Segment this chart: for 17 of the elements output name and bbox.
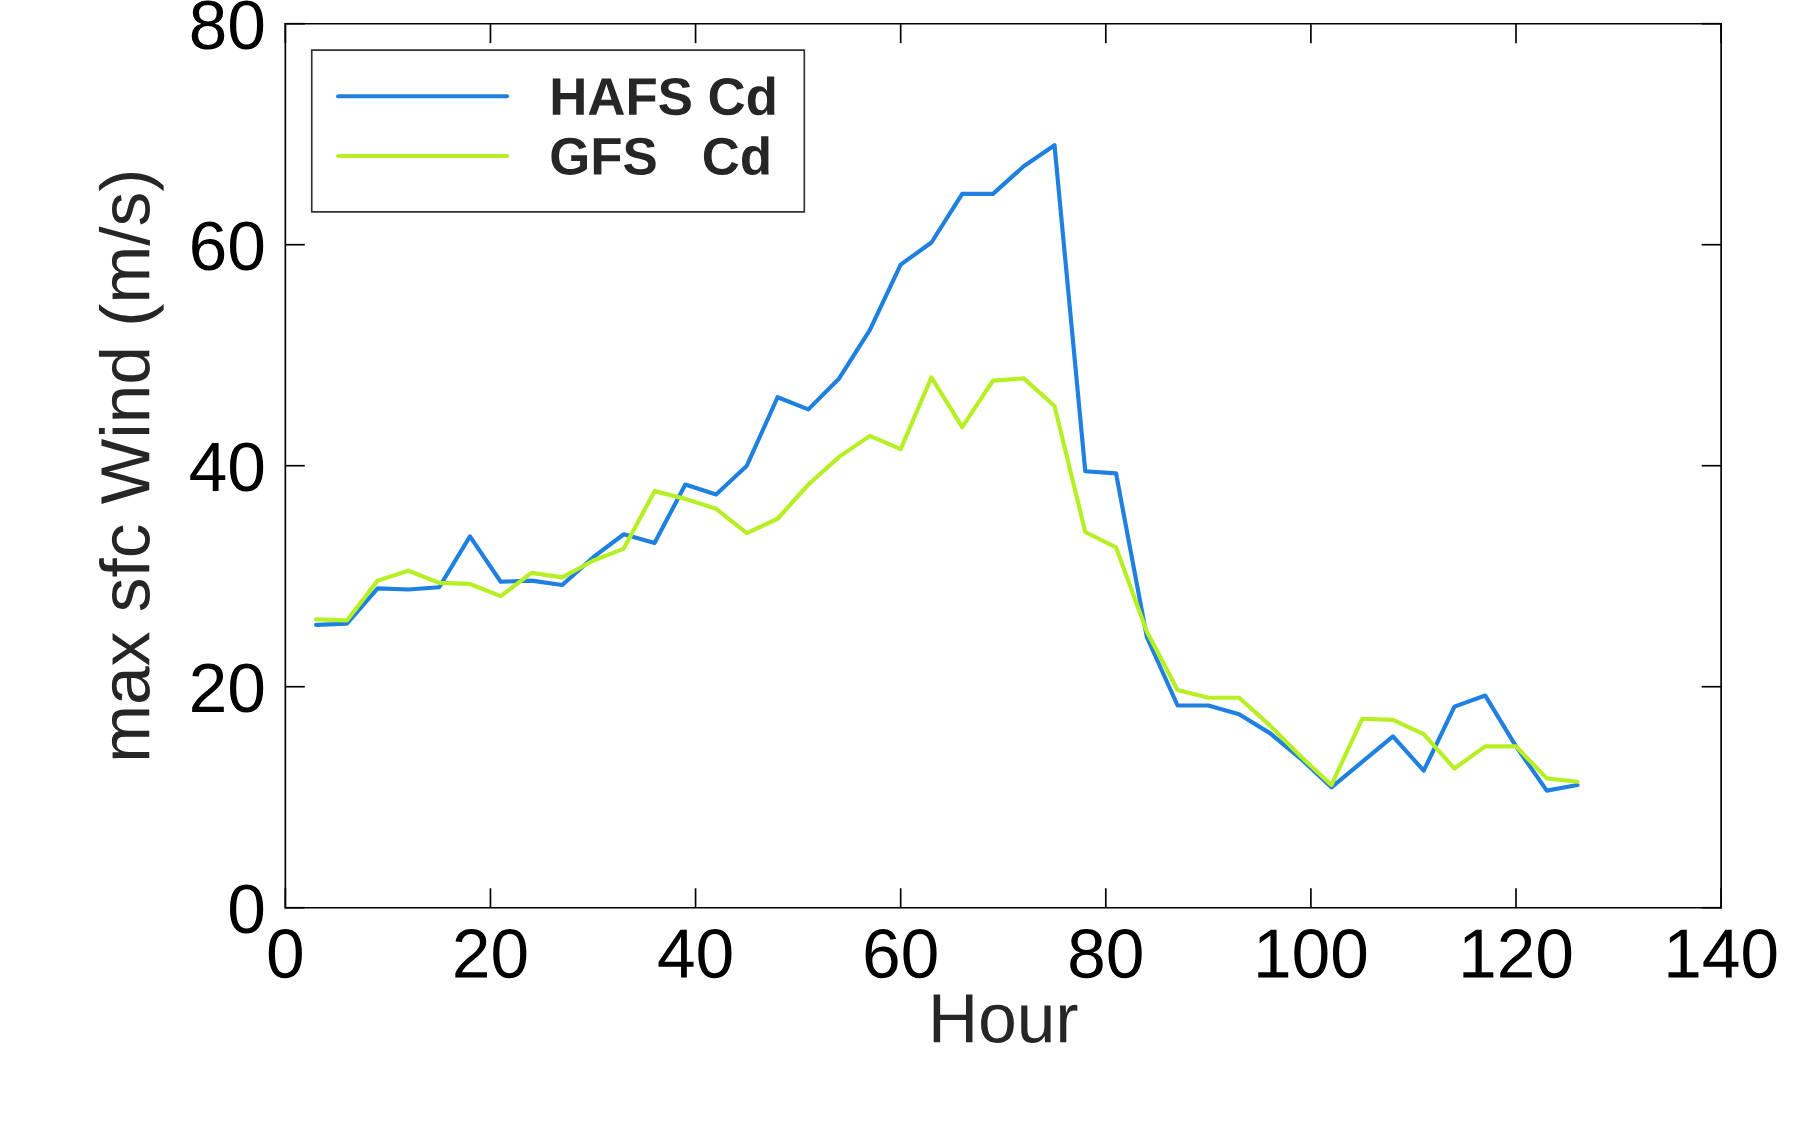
- y-tick-label: 80: [191, 0, 264, 50]
- x-axis-title: Hour: [933, 994, 1078, 1043]
- legend-label: HAFS Cd: [552, 76, 775, 116]
- legend-label: GFS Cd: [551, 136, 769, 176]
- x-tick-label: 20: [455, 928, 527, 979]
- x-tick-label: 140: [1668, 928, 1777, 979]
- x-tick-label: 40: [658, 928, 732, 979]
- y-axis-title: max sfc Wind (m/s): [98, 172, 164, 759]
- y-tick-label: 0: [230, 884, 264, 934]
- x-tick-label: 120: [1463, 928, 1572, 979]
- x-tick-label: 80: [1070, 928, 1142, 979]
- x-tick-label: 60: [865, 928, 937, 979]
- y-tick-label: 20: [192, 663, 264, 713]
- y-tick-label: 40: [190, 442, 264, 492]
- x-tick-label: 100: [1258, 928, 1367, 979]
- x-tick-label: 0: [268, 928, 302, 979]
- y-tick-label: 60: [192, 221, 264, 271]
